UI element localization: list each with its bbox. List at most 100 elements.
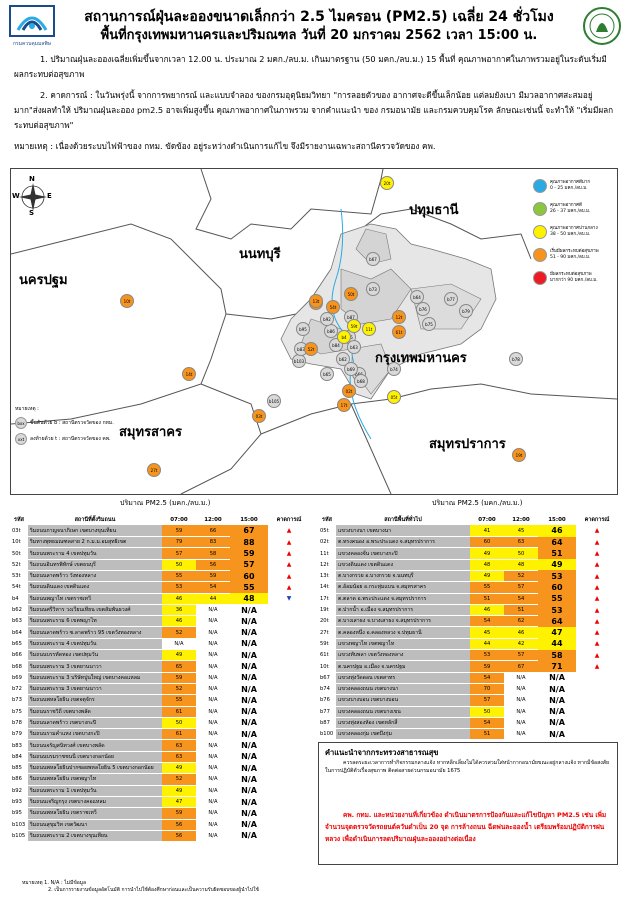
station-name: แขวงคลองถนน เขตบางนา [336, 683, 470, 696]
trend-arrow-icon: ▲ [594, 651, 600, 659]
legend-range: 38 - 50 มคก./ลบ.ม. [550, 231, 591, 237]
station-code: b78 [12, 719, 22, 726]
value-1500: N/A [241, 684, 257, 694]
station-name: ริมถนนกาญจนาภิเษก เขตบางขุนเทียน [28, 525, 162, 538]
station-marker: 54t [326, 300, 340, 314]
station-name: แขวงพญาไท เขตพญาไท [336, 638, 470, 651]
station-code: b62 [12, 607, 22, 614]
value-1200: 45 [504, 525, 538, 538]
value-1200: 62 [504, 615, 538, 628]
station-code: b66 [12, 652, 22, 659]
value-1500: N/A [241, 628, 257, 638]
trend-arrow-icon: ▲ [594, 640, 600, 648]
trend-arrow-icon [268, 638, 310, 649]
table-row: 53t ริมถนนลาดพร้าว วังทองหลาง 55 59 60 ▲ [10, 570, 310, 583]
table-row: b77 แขวงคลองถนน เขตบางเขน 50 N/A N/A [318, 706, 618, 718]
station-marker: b92 [320, 312, 334, 326]
station-code: 59t [320, 640, 329, 647]
value-1200: N/A [196, 751, 230, 764]
compass-n: N [29, 175, 35, 183]
table-row: 52t ริมถนนอินทรพิทักษ์ เขตธนบุรี 50 56 57 ▲ [10, 559, 310, 571]
value-1200: N/A [196, 660, 230, 673]
trend-arrow-icon [268, 774, 310, 785]
table-row: b64 ริมถนนลาดพร้าว ซ.ลาดพร้าว 95 เขตวังทอ… [10, 626, 310, 639]
value-1500: N/A [241, 774, 257, 784]
station-marker: b105 [267, 394, 281, 408]
station-code: b65 [12, 640, 22, 647]
value-0700: 46 [162, 593, 196, 605]
footnote-1: หมายเหตุ 1. N/A : ไม่มีข้อมูล [22, 880, 87, 886]
advice-text: ควรลดระยะเวลาการทำกิจกรรมกลางแจ้ง หากหลี… [325, 760, 610, 774]
station-name: ริมถนนบรรทัดทอง เขตปทุมวัน [28, 649, 162, 662]
station-marker: 03t [252, 409, 266, 423]
value-1500: N/A [241, 763, 257, 773]
value-1200: 58 [196, 547, 230, 560]
trend-arrow-icon: ▲ [286, 583, 292, 591]
col-1500: 15:00 [548, 516, 566, 523]
value-1500: 60 [538, 581, 576, 594]
table-row: b79 ริมถนนรามคำแหง เขตบางกะปิ 61 N/A N/A [10, 728, 310, 741]
station-code: 53t [12, 573, 21, 580]
station-name: ริมถนนบรมราชชนนี เขตบางกอกน้อย [28, 751, 162, 764]
trend-arrow-icon [268, 740, 310, 751]
station-name: ต.ตลาด อ.พระประแดง จ.สมุทรปราการ [336, 593, 470, 605]
value-0700: 49 [470, 547, 504, 560]
value-1200: 59 [196, 570, 230, 583]
station-name: ต.บางกรวย อ.บางกรวย จ.นนทบุรี [336, 570, 470, 583]
table-row: 27t ต.คลองหนึ่ง อ.คลองหลวง จ.ปทุมธานี 45 46… [318, 626, 618, 639]
table-row: b68 ริมถนนพระราม 3 เขตยานนาวา 65 N/A N/A [10, 660, 310, 673]
value-0700: 54 [470, 717, 504, 730]
trend-arrow-icon [268, 650, 310, 661]
page-title: สถานการณ์ฝุ่นละอองขนาดเล็กกว่า 2.5 ไมครอ… [84, 9, 554, 25]
station-code: 10t [12, 539, 21, 546]
station-name: ริมถนนเจริญกรุง เขตบางคอแหลม [28, 796, 162, 809]
value-1500: 55 [538, 593, 576, 605]
station-code: 02t [320, 539, 329, 546]
value-0700: 50 [470, 706, 504, 718]
station-marker: b103 [292, 354, 306, 368]
value-1500: N/A [241, 605, 257, 615]
paragraph-1: 1. ปริมาณฝุ่นละอองเฉลี่ยเพิ่มขึ้นจากเวลา… [14, 54, 607, 79]
station-code: b74 [320, 686, 330, 693]
legend-item: มีผลกระทบต่อสุขภาพ มากกว่า 90 มคก./ลบ.ม. [533, 267, 617, 288]
value-1200: N/A [504, 706, 538, 718]
value-0700: 63 [162, 739, 196, 752]
station-code: 13t [320, 573, 329, 580]
value-1200: 54 [196, 581, 230, 594]
station-name: แขวงบางนา เขตบางนา [336, 525, 470, 538]
table-row: b67 แขวงทุ่งวัดดอน เขตสาทร 54 N/A N/A [318, 672, 618, 684]
trend-arrow-icon: ▲ [594, 538, 600, 546]
station-code: b73 [12, 697, 22, 704]
station-type-bma-text: ขึ้นต้นด้วย b : สถานีตรวจวัดของ กทม. [30, 420, 114, 426]
value-1200: N/A [196, 773, 230, 786]
value-1200: N/A [196, 694, 230, 707]
legend-label: คุณภาพอากาศดี [550, 202, 582, 208]
trend-arrow-icon: ▼ [286, 595, 292, 603]
value-1200: N/A [196, 672, 230, 684]
table-row: b95 ริมถนนพหลโยธิน เขตราชเทวี 59 N/A N/A [10, 807, 310, 820]
station-name: ริมถนนพระราม 3 เขตยานนาวา [28, 683, 162, 696]
value-1200: 57 [504, 581, 538, 594]
table-row: 59t แขวงพญาไท เขตพญาไท 44 42 44 ▲ [318, 638, 618, 651]
dept-name: กรมควบคุมมลพิษ [13, 41, 51, 47]
value-1500: N/A [549, 673, 565, 683]
value-0700: 46 [162, 615, 196, 628]
station-name: ต.ปากน้ำ อ.เมือง จ.สมุทรปราการ [336, 604, 470, 617]
trend-arrow-icon: ▲ [286, 550, 292, 558]
trend-arrow-icon [268, 717, 310, 728]
station-code: b72 [12, 686, 22, 693]
col-1200: 12:00 [204, 516, 222, 523]
col-name: สถานีพื้นที่ทั่วไป [384, 516, 422, 523]
trend-arrow-icon [268, 796, 310, 807]
station-code: b63 [12, 618, 22, 625]
value-1500: N/A [241, 707, 257, 717]
col-0700: 07:00 [170, 516, 188, 523]
station-type-legend: หมายเหตุ : bxx ขึ้นต้นด้วย b : สถานีตรวจ… [15, 405, 135, 445]
table-row: b86 ริมถนนพหลโยธิน เขตพญาไท 52 N/A N/A [10, 773, 310, 786]
station-type-legend-title: หมายเหตุ : [15, 406, 39, 412]
station-marker: 20t [380, 176, 394, 190]
province-samut-sakhon: สมุทรสาคร [119, 425, 182, 440]
value-1500: N/A [241, 718, 257, 728]
station-code: b100 [320, 731, 334, 738]
station-marker: 05t [387, 390, 401, 404]
